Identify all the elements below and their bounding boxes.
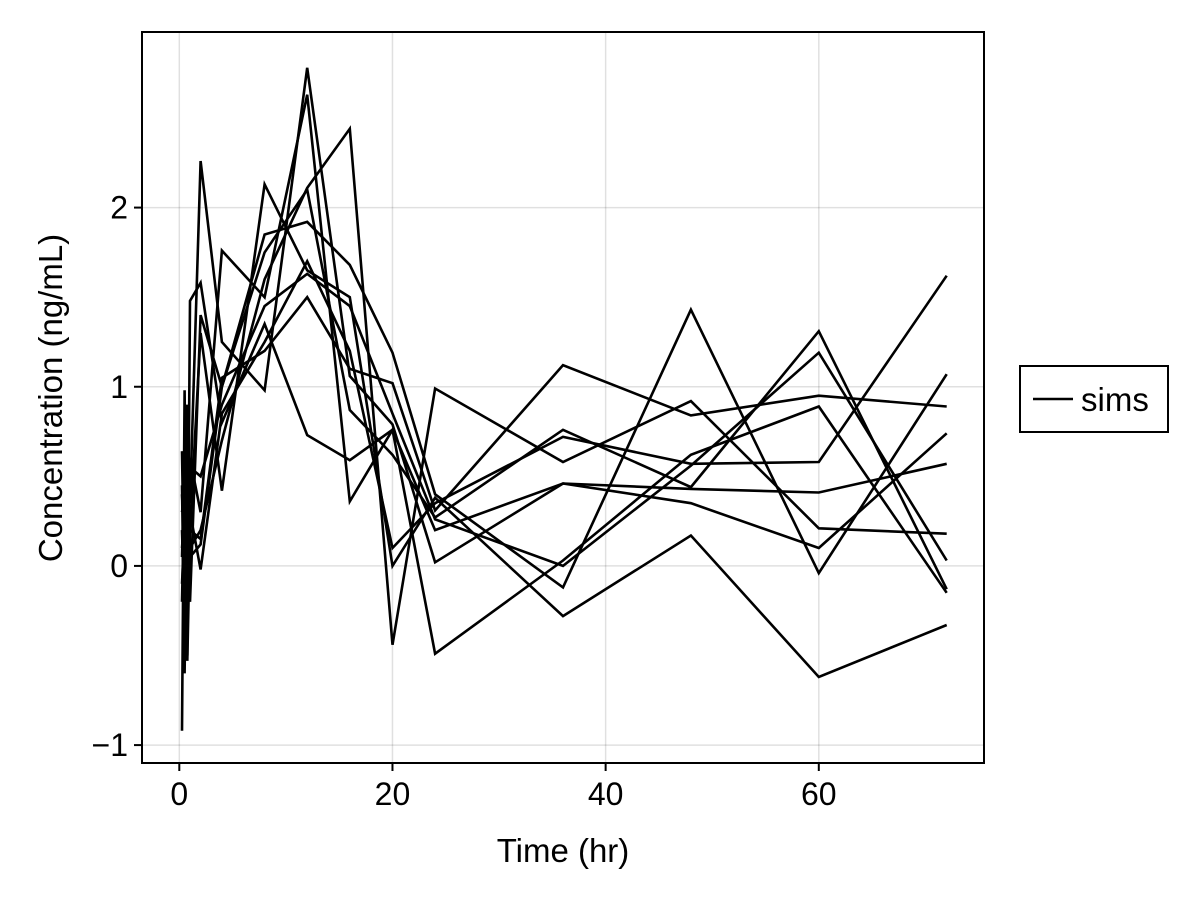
sims-line-3 [180, 179, 948, 731]
sims-line-7 [180, 294, 947, 549]
sims-line-8 [180, 258, 948, 602]
x-tick-label: 40 [588, 776, 624, 812]
y-tick-label: 2 [110, 190, 128, 226]
y-tick-label: −1 [92, 727, 128, 763]
y-tick-label: 0 [110, 548, 128, 584]
sims-line-10 [180, 220, 948, 590]
x-tick-label: 0 [170, 776, 188, 812]
sims-line-9 [180, 272, 948, 568]
series-lines [180, 67, 948, 731]
x-tick-label: 20 [375, 776, 411, 812]
x-axis-label: Time (hr) [497, 832, 630, 869]
grid [142, 32, 984, 763]
plot-frame [141, 31, 985, 764]
legend-entry-sims: sims [1081, 381, 1149, 418]
y-axis: −1 0 1 2 [92, 190, 142, 763]
x-tick-label: 60 [801, 776, 837, 812]
sims-line-6 [180, 278, 947, 656]
y-axis-label: Concentration (ng/mL) [32, 234, 69, 562]
sims-line-2 [180, 186, 948, 674]
x-axis: 0 20 40 60 [170, 763, 837, 812]
y-tick-label: 1 [110, 369, 128, 405]
legend: sims [1019, 365, 1169, 433]
